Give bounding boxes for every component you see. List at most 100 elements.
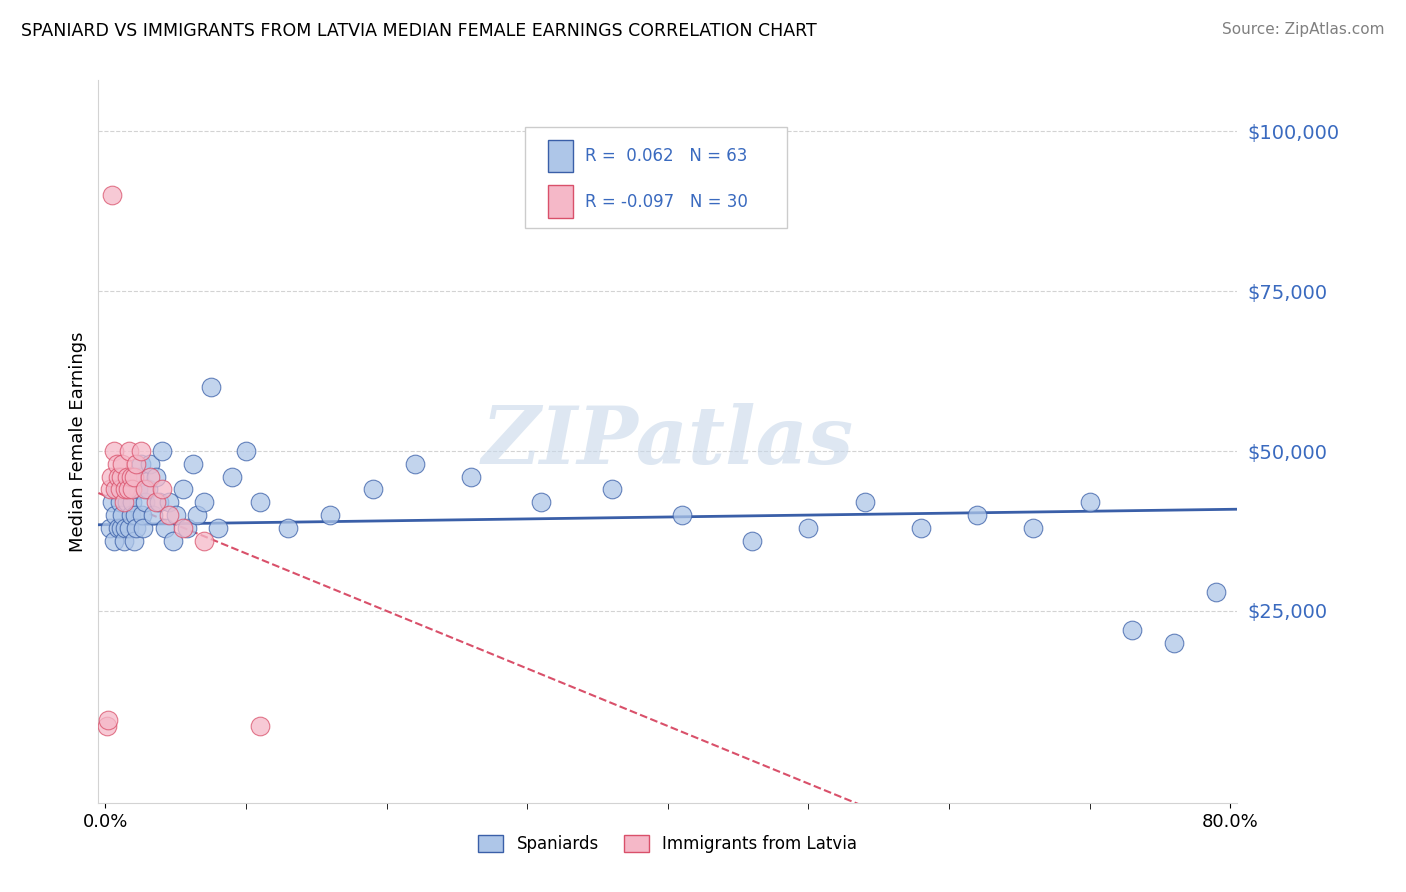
Point bbox=[129, 444, 152, 458]
Point bbox=[115, 495, 138, 509]
Point bbox=[145, 469, 167, 483]
Point bbox=[150, 483, 173, 497]
Point bbox=[114, 483, 136, 497]
Point bbox=[107, 521, 129, 535]
FancyBboxPatch shape bbox=[548, 140, 574, 172]
Point bbox=[118, 521, 141, 535]
Point bbox=[142, 508, 165, 522]
Point bbox=[181, 457, 204, 471]
Point bbox=[157, 495, 180, 509]
FancyBboxPatch shape bbox=[548, 186, 574, 218]
Point bbox=[122, 469, 145, 483]
Point bbox=[797, 521, 820, 535]
Point bbox=[207, 521, 229, 535]
Point bbox=[98, 483, 121, 497]
Point bbox=[96, 719, 118, 733]
Point bbox=[221, 469, 243, 483]
Point bbox=[127, 483, 149, 497]
Point bbox=[100, 469, 122, 483]
Point bbox=[139, 469, 162, 483]
Point bbox=[134, 495, 156, 509]
Point bbox=[111, 508, 134, 522]
Point bbox=[1078, 495, 1101, 509]
Point bbox=[136, 483, 159, 497]
Point bbox=[153, 521, 176, 535]
Point bbox=[125, 457, 148, 471]
Point bbox=[277, 521, 299, 535]
Point bbox=[110, 521, 132, 535]
Legend: Spaniards, Immigrants from Latvia: Spaniards, Immigrants from Latvia bbox=[472, 828, 863, 860]
Text: SPANIARD VS IMMIGRANTS FROM LATVIA MEDIAN FEMALE EARNINGS CORRELATION CHART: SPANIARD VS IMMIGRANTS FROM LATVIA MEDIA… bbox=[21, 22, 817, 40]
Point bbox=[115, 469, 138, 483]
Point bbox=[249, 719, 271, 733]
Point bbox=[460, 469, 482, 483]
Point bbox=[165, 508, 187, 522]
Point bbox=[107, 469, 129, 483]
Point bbox=[193, 495, 215, 509]
Point bbox=[103, 533, 125, 548]
Point bbox=[104, 508, 127, 522]
Point bbox=[104, 483, 127, 497]
Point bbox=[98, 521, 121, 535]
Point bbox=[122, 533, 145, 548]
Point bbox=[132, 521, 155, 535]
Text: R =  0.062   N = 63: R = 0.062 N = 63 bbox=[585, 147, 747, 165]
Point bbox=[120, 508, 142, 522]
Point bbox=[1121, 623, 1143, 637]
Point bbox=[117, 483, 139, 497]
Point bbox=[741, 533, 763, 548]
Point bbox=[101, 188, 124, 202]
Point bbox=[176, 521, 198, 535]
Point bbox=[131, 508, 153, 522]
Point bbox=[145, 495, 167, 509]
Point bbox=[193, 533, 215, 548]
Point bbox=[162, 533, 184, 548]
Point bbox=[200, 380, 222, 394]
Point bbox=[186, 508, 208, 522]
Point bbox=[101, 495, 124, 509]
Y-axis label: Median Female Earnings: Median Female Earnings bbox=[69, 331, 87, 552]
Point bbox=[853, 495, 876, 509]
Point bbox=[150, 444, 173, 458]
Point bbox=[105, 483, 128, 497]
Point bbox=[134, 483, 156, 497]
Point bbox=[139, 457, 162, 471]
Point bbox=[125, 521, 148, 535]
Text: Source: ZipAtlas.com: Source: ZipAtlas.com bbox=[1222, 22, 1385, 37]
FancyBboxPatch shape bbox=[526, 128, 787, 228]
Point bbox=[157, 508, 180, 522]
Point bbox=[112, 495, 135, 509]
Point bbox=[148, 495, 170, 509]
Point bbox=[129, 457, 152, 471]
Point bbox=[600, 483, 623, 497]
Point bbox=[112, 533, 135, 548]
Point bbox=[105, 457, 128, 471]
Point bbox=[110, 469, 132, 483]
Point bbox=[108, 495, 131, 509]
Point bbox=[117, 483, 139, 497]
Point bbox=[235, 444, 257, 458]
Point bbox=[404, 457, 426, 471]
Point bbox=[97, 713, 120, 727]
Point bbox=[121, 483, 143, 497]
Point bbox=[1022, 521, 1045, 535]
Text: ZIPatlas: ZIPatlas bbox=[482, 403, 853, 480]
Point bbox=[530, 495, 553, 509]
Point bbox=[124, 508, 146, 522]
Point bbox=[128, 469, 150, 483]
Point bbox=[108, 483, 131, 497]
Point bbox=[103, 444, 125, 458]
Text: R = -0.097   N = 30: R = -0.097 N = 30 bbox=[585, 193, 748, 211]
Point bbox=[671, 508, 693, 522]
Point bbox=[114, 521, 136, 535]
Point bbox=[111, 457, 134, 471]
Point bbox=[118, 444, 141, 458]
Point bbox=[1205, 584, 1227, 599]
Point bbox=[319, 508, 342, 522]
Point bbox=[120, 469, 142, 483]
Point bbox=[172, 483, 194, 497]
Point bbox=[910, 521, 932, 535]
Point bbox=[172, 521, 194, 535]
Point bbox=[1163, 636, 1185, 650]
Point bbox=[249, 495, 271, 509]
